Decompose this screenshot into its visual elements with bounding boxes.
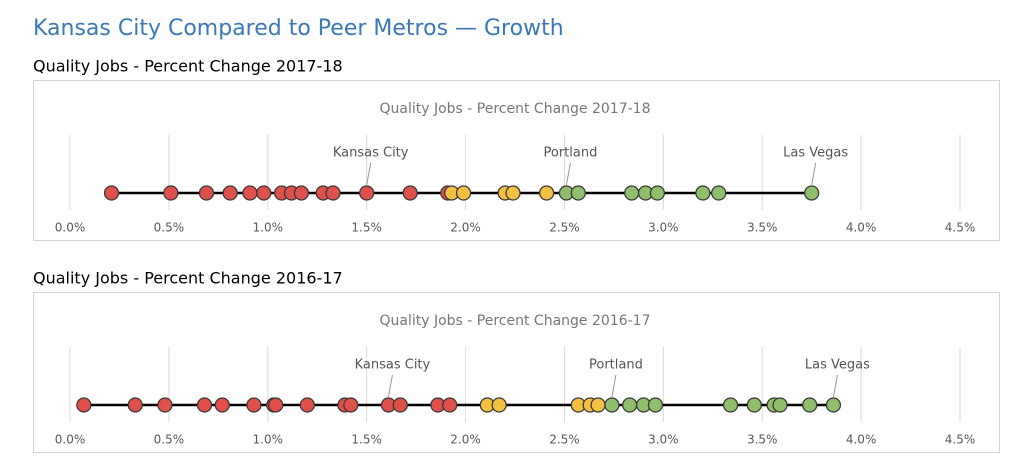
data-point — [746, 397, 762, 413]
x-tick-label: 1.0% — [253, 221, 284, 235]
leader-line — [811, 162, 817, 186]
data-point — [325, 185, 341, 201]
data-point — [624, 185, 640, 201]
x-tick-label: 0.0% — [55, 433, 86, 447]
data-point — [103, 185, 120, 201]
point-label: Portland — [544, 146, 598, 161]
point-label: Las Vegas — [805, 358, 870, 373]
data-point — [242, 185, 258, 201]
data-point — [491, 397, 507, 413]
data-point — [256, 185, 272, 201]
data-point — [649, 185, 666, 201]
data-point — [343, 397, 359, 413]
chart-title: Quality Jobs - Percent Change 2016-17 — [380, 313, 651, 329]
data-point — [442, 397, 458, 413]
data-point — [590, 397, 606, 413]
data-point — [695, 185, 711, 201]
x-tick-label: 1.0% — [253, 433, 284, 447]
data-point — [802, 397, 818, 413]
data-point — [505, 185, 521, 201]
data-point — [825, 397, 842, 413]
data-point — [246, 397, 262, 413]
point-label: Portland — [589, 358, 643, 373]
x-tick-label: 3.0% — [648, 433, 679, 447]
data-point — [214, 397, 230, 413]
x-tick-label: 4.5% — [945, 221, 976, 235]
data-point — [711, 185, 727, 201]
data-point — [157, 397, 173, 413]
chart-frame — [33, 80, 1000, 241]
x-tick-label: 0.0% — [55, 221, 86, 235]
point-label: Las Vegas — [783, 146, 848, 161]
data-point — [76, 397, 92, 413]
x-tick-label: 2.5% — [549, 433, 580, 447]
x-tick-label: 2.0% — [450, 221, 481, 235]
data-point — [538, 185, 555, 201]
data-point — [722, 397, 739, 413]
x-tick-label: 3.5% — [747, 221, 778, 235]
data-point — [198, 185, 215, 201]
data-point — [604, 397, 620, 413]
data-point — [359, 185, 375, 201]
x-tick-label: 2.5% — [549, 221, 580, 235]
chart-heading: Quality Jobs - Percent Change 2016-17 — [33, 269, 343, 288]
data-point — [402, 185, 418, 201]
x-tick-label: 3.5% — [747, 433, 778, 447]
leader-line — [832, 374, 838, 398]
chart-heading: Quality Jobs - Percent Change 2017-18 — [33, 57, 343, 76]
point-label: Kansas City — [333, 146, 409, 161]
data-point — [196, 397, 213, 413]
x-tick-label: 1.5% — [351, 433, 382, 447]
data-point — [570, 185, 586, 201]
data-point — [772, 397, 788, 413]
x-tick-label: 4.0% — [846, 221, 877, 235]
leader-line — [611, 374, 617, 398]
x-tick-label: 0.5% — [154, 221, 185, 235]
page-title: Kansas City Compared to Peer Metros — Gr… — [33, 16, 564, 41]
x-tick-label: 4.5% — [945, 433, 976, 447]
data-point — [622, 397, 638, 413]
data-point — [299, 397, 315, 413]
data-point — [163, 185, 179, 201]
data-point — [647, 397, 664, 413]
x-tick-label: 3.0% — [648, 221, 679, 235]
leader-line — [387, 374, 393, 398]
point-label: Kansas City — [355, 358, 431, 373]
x-tick-label: 0.5% — [154, 433, 185, 447]
data-point — [392, 397, 408, 413]
data-point — [268, 397, 284, 413]
chart-frame — [33, 292, 1000, 453]
leader-line — [366, 162, 372, 186]
data-point — [293, 185, 310, 201]
x-tick-label: 2.0% — [450, 433, 481, 447]
x-tick-label: 4.0% — [846, 433, 877, 447]
x-tick-label: 1.5% — [351, 221, 382, 235]
data-point — [804, 185, 820, 201]
leader-line — [565, 162, 571, 186]
data-point — [127, 397, 143, 413]
chart-title: Quality Jobs - Percent Change 2017-18 — [380, 101, 651, 117]
data-point — [222, 185, 238, 201]
data-point — [455, 185, 472, 201]
